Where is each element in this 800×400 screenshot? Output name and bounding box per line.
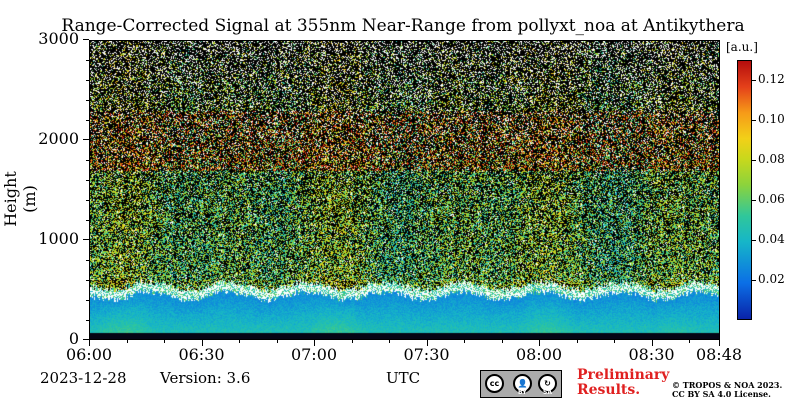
x-tick-label: 08:00 [515, 345, 563, 364]
copyright-line-1: © TROPOS & NOA 2023. [672, 380, 783, 390]
colorbar-tick-label: 0.02 [758, 272, 785, 286]
by-person-icon: 👤 [513, 374, 532, 393]
x-axis-label: UTC [386, 369, 421, 387]
colorbar-tick-label: 0.08 [758, 152, 785, 166]
colorbar-tick [752, 120, 756, 121]
y-minor-tick [86, 320, 89, 321]
colorbar-tick [752, 240, 756, 241]
chart-title: Range-Corrected Signal at 355nm Near-Ran… [61, 16, 745, 36]
colorbar-tick-label: 0.06 [758, 192, 785, 206]
x-tick [719, 340, 720, 346]
x-minor-tick [689, 340, 690, 343]
colorbar-tick [752, 200, 756, 201]
version-label: Version: 3.6 [160, 369, 251, 387]
y-tick-label: 2000 [38, 129, 79, 148]
y-axis-label: Height (m) [1, 171, 39, 227]
x-tick-label: 07:00 [290, 345, 338, 364]
y-minor-tick [86, 80, 89, 81]
colorbar-tick [752, 80, 756, 81]
y-tick-label: 0 [68, 329, 79, 348]
y-minor-tick [86, 120, 89, 121]
y-tick-label: 3000 [38, 29, 79, 48]
copyright-line-2: CC BY SA 4.0 License. [672, 389, 771, 399]
colorbar-tick-label: 0.12 [758, 72, 785, 86]
copyright-notice: © TROPOS & NOA 2023. CC BY SA 4.0 Licens… [672, 381, 782, 399]
date-label: 2023-12-28 [40, 369, 127, 387]
x-minor-tick [464, 340, 465, 343]
y-minor-tick [86, 180, 89, 181]
y-minor-tick [86, 260, 89, 261]
badge-by-text: BY [518, 389, 527, 396]
colorbar-unit: [a.u.] [726, 40, 758, 54]
x-tick-label: 06:30 [178, 345, 225, 364]
y-minor-tick [86, 220, 89, 221]
y-tick [83, 139, 89, 140]
y-tick [83, 39, 89, 40]
x-tick-label: 08:48 [695, 345, 743, 364]
x-tick [426, 340, 428, 346]
cc-icon: cc [485, 374, 504, 393]
y-minor-tick [86, 100, 89, 101]
y-minor-tick [86, 280, 89, 281]
x-tick-label: 07:30 [403, 345, 450, 364]
preliminary-notice: Preliminary Results. [577, 368, 669, 398]
x-minor-tick [239, 340, 240, 343]
x-tick [539, 340, 540, 346]
x-minor-tick [614, 340, 615, 343]
y-minor-tick [86, 60, 89, 61]
y-tick [83, 239, 89, 240]
y-minor-tick [86, 160, 89, 161]
y-minor-tick [86, 300, 89, 301]
x-tick-label: 06:00 [65, 345, 113, 364]
colorbar [737, 60, 752, 320]
preliminary-line-1: Preliminary [577, 367, 670, 383]
y-minor-tick [86, 200, 89, 201]
colorbar-tick [752, 280, 756, 281]
cc-license-badge: cc 👤 ↻ BY SA [480, 370, 562, 398]
badge-sa-text: SA [543, 389, 552, 396]
y-tick [83, 339, 89, 340]
share-alike-icon: ↻ [538, 374, 557, 393]
x-tick [314, 340, 315, 346]
colorbar-tick-label: 0.10 [758, 112, 785, 126]
preliminary-line-2: Results. [577, 382, 641, 398]
x-minor-tick [126, 340, 128, 343]
y-tick-label: 1000 [38, 229, 79, 248]
x-minor-tick [351, 340, 353, 343]
x-minor-tick [576, 340, 578, 343]
x-minor-tick [389, 340, 390, 343]
colorbar-tick-label: 0.04 [758, 232, 785, 246]
x-tick [651, 340, 653, 346]
signal-heatmap [90, 41, 719, 339]
x-tick [201, 340, 203, 346]
colorbar-tick [752, 160, 756, 161]
x-tick [89, 340, 90, 346]
x-minor-tick [164, 340, 165, 343]
plot-area [89, 40, 720, 340]
x-minor-tick [501, 340, 503, 343]
x-minor-tick [276, 340, 278, 343]
x-tick-label: 08:30 [628, 345, 675, 364]
